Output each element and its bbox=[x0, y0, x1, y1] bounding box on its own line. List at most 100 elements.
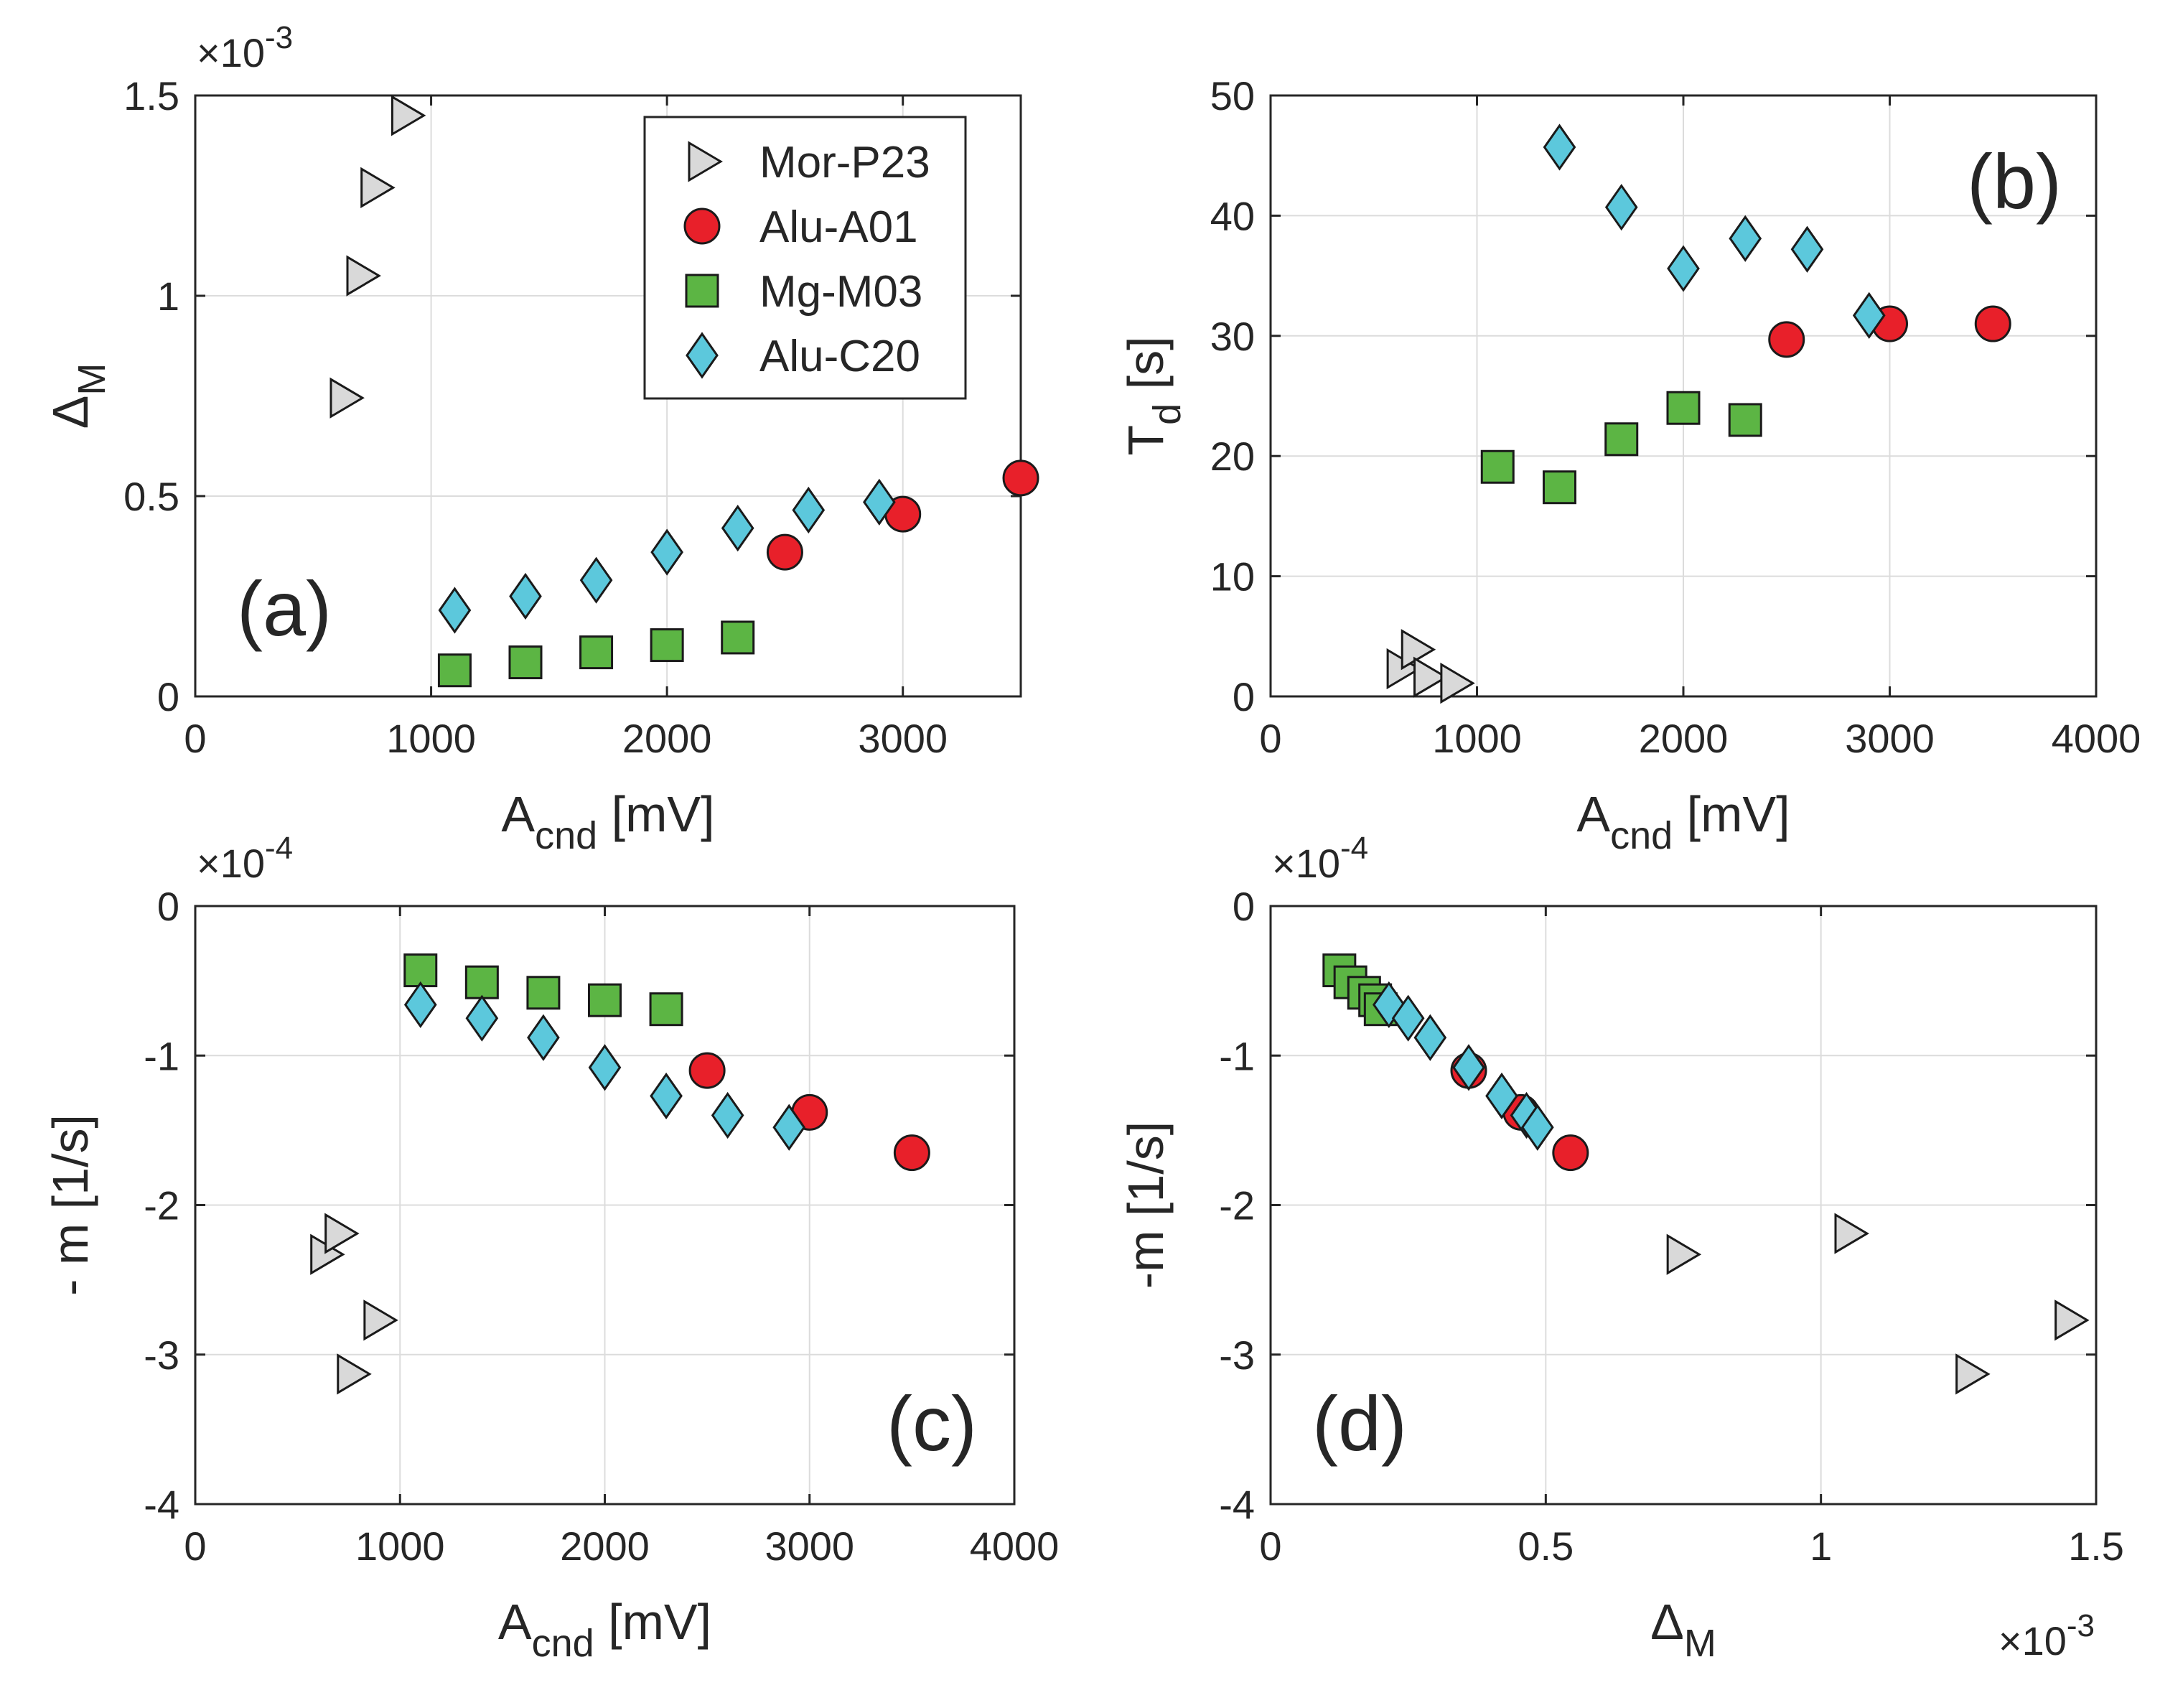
legend-item: Mor-P23 bbox=[688, 138, 930, 187]
data-point bbox=[588, 1044, 622, 1091]
data-point bbox=[1521, 1103, 1554, 1151]
data-point bbox=[1604, 184, 1638, 231]
panel-label: (d) bbox=[1312, 1380, 1407, 1467]
data-point bbox=[2054, 1299, 2090, 1341]
axes-box bbox=[1269, 94, 2098, 698]
data-point bbox=[1834, 1213, 1869, 1254]
x-tick-label: 0 bbox=[184, 716, 206, 761]
x-axis-label: Acnd [mV] bbox=[1576, 786, 1790, 857]
series-alu-c20 bbox=[1373, 981, 1554, 1151]
x-tick-label: 1000 bbox=[1432, 716, 1522, 761]
panel-3: 0 0.5 1 1.5 -4 -3 -2 -1 0 ×10-4 ×10-3 ΔM -m [1/s] (d) bbox=[1118, 831, 2124, 1665]
legend-label: Alu-A01 bbox=[759, 202, 918, 252]
series-mor-p23 bbox=[1666, 1213, 2090, 1395]
panel-1: 0 1000 2000 3000 4000 0 10 20 30 40 50 Acnd [mV] Td … bbox=[1118, 73, 2141, 857]
series-mor-p23 bbox=[1386, 629, 1475, 704]
y-tick-label: 40 bbox=[1210, 193, 1255, 238]
x-axis-label: Acnd [mV] bbox=[501, 786, 714, 857]
data-point bbox=[1543, 470, 1576, 505]
y-exponent-label: ×10-4 bbox=[1272, 831, 1368, 886]
data-point bbox=[1955, 1353, 1991, 1395]
data-point bbox=[360, 167, 396, 208]
data-point bbox=[893, 1134, 930, 1172]
legend: Mor-P23 Alu-A01 Mg-M03 Alu-C20 bbox=[643, 116, 967, 400]
data-point bbox=[1413, 656, 1449, 698]
axes-box bbox=[194, 94, 1022, 698]
legend-marker bbox=[683, 207, 721, 245]
y-tick-label: 1.5 bbox=[123, 73, 179, 118]
series-alu-a01 bbox=[766, 459, 1039, 571]
data-point bbox=[1543, 123, 1576, 171]
data-point bbox=[1852, 291, 1886, 339]
axes-box bbox=[1269, 905, 2098, 1506]
data-point bbox=[721, 620, 755, 655]
data-point bbox=[579, 635, 614, 670]
data-point bbox=[1604, 422, 1639, 457]
legend-item: Alu-A01 bbox=[683, 202, 918, 252]
y-tick-label: -4 bbox=[1219, 1482, 1255, 1527]
x-tick-label: 0 bbox=[1259, 716, 1281, 761]
data-point bbox=[346, 255, 381, 297]
legend-label: Mg-M03 bbox=[759, 267, 922, 317]
data-point bbox=[650, 1072, 683, 1120]
data-point bbox=[509, 572, 542, 620]
data-point bbox=[650, 528, 683, 576]
data-point bbox=[464, 965, 499, 999]
legend-label: Alu-C20 bbox=[759, 332, 920, 381]
data-point bbox=[1401, 629, 1436, 671]
data-point bbox=[1391, 994, 1425, 1042]
y-tick-label: 20 bbox=[1210, 434, 1255, 479]
data-point bbox=[766, 533, 803, 571]
data-point bbox=[1413, 1014, 1447, 1061]
legend-item: Mg-M03 bbox=[685, 267, 922, 317]
data-point bbox=[1728, 403, 1762, 437]
data-point bbox=[579, 556, 613, 604]
series-mor-p23 bbox=[310, 1213, 398, 1395]
y-tick-label: -1 bbox=[1219, 1033, 1255, 1078]
x-tick-label: 2000 bbox=[1639, 716, 1729, 761]
x-tick-label: 0.5 bbox=[1518, 1523, 1574, 1569]
data-point bbox=[863, 478, 896, 526]
data-point bbox=[508, 645, 543, 680]
y-tick-label: -3 bbox=[144, 1333, 179, 1378]
y-tick-label: 0 bbox=[157, 884, 179, 929]
data-point bbox=[649, 992, 683, 1027]
x-tick-label: 0 bbox=[1259, 1523, 1281, 1569]
data-point bbox=[588, 983, 622, 1017]
y-tick-label: 10 bbox=[1210, 554, 1255, 599]
panel-label: (a) bbox=[237, 565, 332, 652]
legend-marker bbox=[685, 274, 719, 308]
data-point bbox=[403, 981, 437, 1029]
data-point bbox=[1480, 449, 1515, 484]
data-point bbox=[526, 976, 561, 1010]
x-tick-label: 4000 bbox=[970, 1523, 1060, 1569]
data-point bbox=[337, 1353, 372, 1395]
data-point bbox=[391, 95, 426, 136]
data-point bbox=[721, 505, 754, 552]
y-tick-label: -4 bbox=[144, 1482, 179, 1527]
data-point bbox=[772, 1103, 806, 1151]
x-tick-label: 0 bbox=[184, 1523, 206, 1569]
data-point bbox=[1974, 305, 2011, 342]
series-mg-m03 bbox=[1480, 391, 1762, 505]
x-tick-label: 4000 bbox=[2052, 716, 2141, 761]
data-point bbox=[1002, 459, 1039, 497]
y-exponent-label: ×10-4 bbox=[197, 831, 293, 886]
y-tick-label: -1 bbox=[144, 1033, 179, 1078]
x-tick-label: 1000 bbox=[355, 1523, 445, 1569]
y-tick-label: 30 bbox=[1210, 314, 1255, 359]
data-point bbox=[1452, 1044, 1485, 1091]
y-tick-label: -2 bbox=[1219, 1183, 1255, 1228]
data-point bbox=[1768, 321, 1805, 358]
data-point bbox=[650, 628, 684, 663]
data-point bbox=[403, 953, 438, 988]
data-point bbox=[1667, 245, 1700, 292]
legend-marker bbox=[688, 141, 723, 182]
legend-marker bbox=[686, 332, 719, 379]
x-tick-label: 1000 bbox=[386, 716, 476, 761]
data-point bbox=[329, 377, 365, 419]
series-alu-c20 bbox=[1543, 123, 1886, 339]
x-axis-label: Acnd [mV] bbox=[498, 1594, 711, 1665]
data-point bbox=[1440, 662, 1475, 704]
